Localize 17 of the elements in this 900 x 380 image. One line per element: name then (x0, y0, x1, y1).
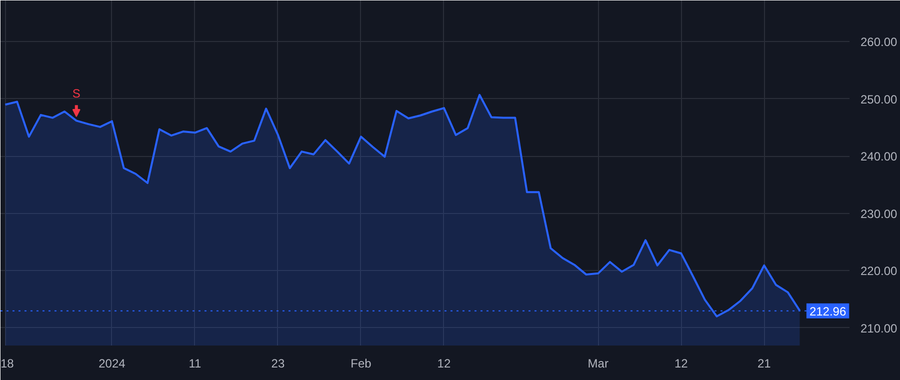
x-tick-label: 12 (437, 356, 451, 370)
x-tick-label: 11 (188, 356, 202, 370)
y-tick-label: 250.00 (860, 92, 898, 106)
x-tick-label: 23 (271, 356, 285, 370)
x-tick-label: 18 (0, 356, 14, 370)
y-tick-label: 220.00 (860, 264, 898, 278)
x-tick-label: Mar (588, 356, 608, 370)
x-tick-label: 2024 (98, 356, 126, 370)
x-tick-label: 12 (674, 356, 688, 370)
y-tick-label: 240.00 (860, 150, 898, 164)
x-tick-label: 21 (757, 356, 772, 370)
annotation: S (72, 86, 80, 101)
ref-line-label: 212.96 (809, 304, 846, 318)
y-tick-label: 230.00 (860, 206, 898, 221)
x-tick-label: Feb (350, 356, 372, 370)
y-tick-label: 210.00 (860, 321, 898, 336)
y-tick-label: 260.00 (860, 35, 898, 50)
